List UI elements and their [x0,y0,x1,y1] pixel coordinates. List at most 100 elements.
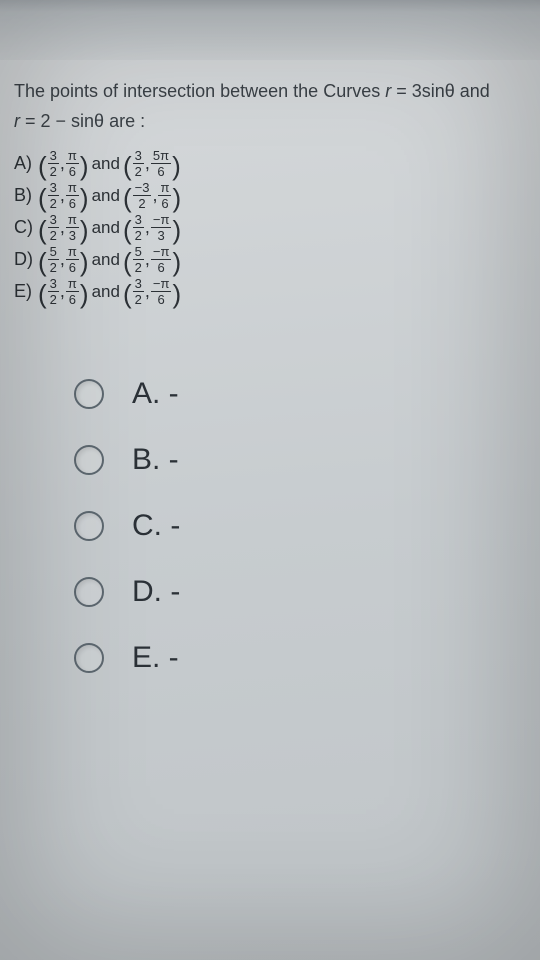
frac-num: 3 [48,213,59,228]
question-line-2: r = 2 − sinθ are : [14,108,526,136]
frac-num: π [66,245,79,260]
radio-icon[interactable] [74,445,104,475]
frac-den: 2 [48,292,59,306]
frac-den: 6 [155,164,166,178]
frac-num: 3 [133,213,144,228]
fraction: 32 [133,277,144,306]
q-eq-rhs: 2 − sinθ [41,111,105,131]
comma: , [60,214,65,242]
answer-item: C)(32, π3)and(32, −π3) [14,214,526,243]
comma: , [60,150,65,178]
fraction: 5π6 [151,149,171,178]
frac-den: 2 [48,260,59,274]
q-eq-op: = [391,81,412,101]
answer-item-label: A) [14,150,38,178]
frac-num: π [66,277,79,292]
frac-num: 3 [133,149,144,164]
fraction: 32 [48,213,59,242]
fraction: π3 [66,213,79,242]
answer-item-label: C) [14,214,38,242]
fraction: 32 [48,181,59,210]
radio-icon[interactable] [74,577,104,607]
and-word: and [92,183,120,209]
frac-den: 6 [67,196,78,210]
frac-num: π [158,181,171,196]
and-word: and [92,247,120,273]
frac-den: 2 [133,228,144,242]
answer-item: E)(32, π6)and(32, −π6) [14,278,526,307]
comma: , [145,246,150,274]
q-text: and [460,81,490,101]
comma: , [145,278,150,306]
frac-den: 2 [48,228,59,242]
frac-den: 2 [136,196,147,210]
fraction: π6 [66,277,79,306]
q-text: are : [109,111,145,131]
comma: , [145,214,150,242]
q-text: The points of intersection between the C… [14,81,385,101]
fraction: 32 [48,277,59,306]
radio-icon[interactable] [74,643,104,673]
fraction: 32 [48,149,59,178]
frac-den: 6 [67,260,78,274]
frac-num: −3 [133,181,152,196]
frac-num: −π [151,277,172,292]
fraction: π6 [66,149,79,178]
frac-num: 3 [48,181,59,196]
frac-num: −π [151,213,172,228]
frac-den: 6 [67,164,78,178]
frac-den: 2 [48,164,59,178]
frac-den: 2 [133,164,144,178]
answer-item: B)(32, π6)and(−32, π6) [14,182,526,211]
frac-num: π [66,149,79,164]
frac-num: 3 [48,277,59,292]
fraction: 32 [133,149,144,178]
q-eq-rhs: 3sinθ [412,81,455,101]
and-word: and [92,279,120,305]
choice-label: D. - [132,575,180,609]
radio-icon[interactable] [74,379,104,409]
frac-den: 3 [67,228,78,242]
frac-den: 6 [67,292,78,306]
frac-den: 6 [156,292,167,306]
fraction: 32 [133,213,144,242]
answer-item-label: D) [14,246,38,274]
choice-row[interactable]: B. - [74,443,526,477]
answer-options-block: A)(32, π6)and(32, 5π6)B)(32, π6)and(−32,… [14,150,526,307]
choice-label: C. - [132,509,180,543]
choice-label: E. - [132,641,179,675]
fraction: π6 [66,245,79,274]
comma: , [60,246,65,274]
fraction: 52 [133,245,144,274]
question-text: The points of intersection between the C… [14,78,526,307]
and-word: and [92,151,120,177]
frac-den: 6 [156,260,167,274]
frac-den: 2 [133,260,144,274]
frac-den: 3 [156,228,167,242]
answer-item: A)(32, π6)and(32, 5π6) [14,150,526,179]
comma: , [60,278,65,306]
frac-den: 2 [133,292,144,306]
fraction: π6 [66,181,79,210]
fraction: 52 [48,245,59,274]
frac-num: 5 [48,245,59,260]
frac-num: 5π [151,149,171,164]
frac-num: 3 [48,149,59,164]
fraction: −π3 [151,213,172,242]
choice-row[interactable]: A. - [74,377,526,411]
frac-num: π [66,181,79,196]
choice-row[interactable]: D. - [74,575,526,609]
choice-row[interactable]: C. - [74,509,526,543]
frac-num: −π [151,245,172,260]
comma: , [60,182,65,210]
and-word: and [92,215,120,241]
comma: , [145,150,150,178]
choice-row[interactable]: E. - [74,641,526,675]
frac-num: π [66,213,79,228]
answer-item: D)(52, π6)and(52, −π6) [14,246,526,275]
radio-icon[interactable] [74,511,104,541]
choice-list: A. - B. - C. - D. - E. - [14,377,526,675]
comma: , [152,182,157,210]
choice-label: B. - [132,443,179,477]
answer-item-label: E) [14,278,38,306]
